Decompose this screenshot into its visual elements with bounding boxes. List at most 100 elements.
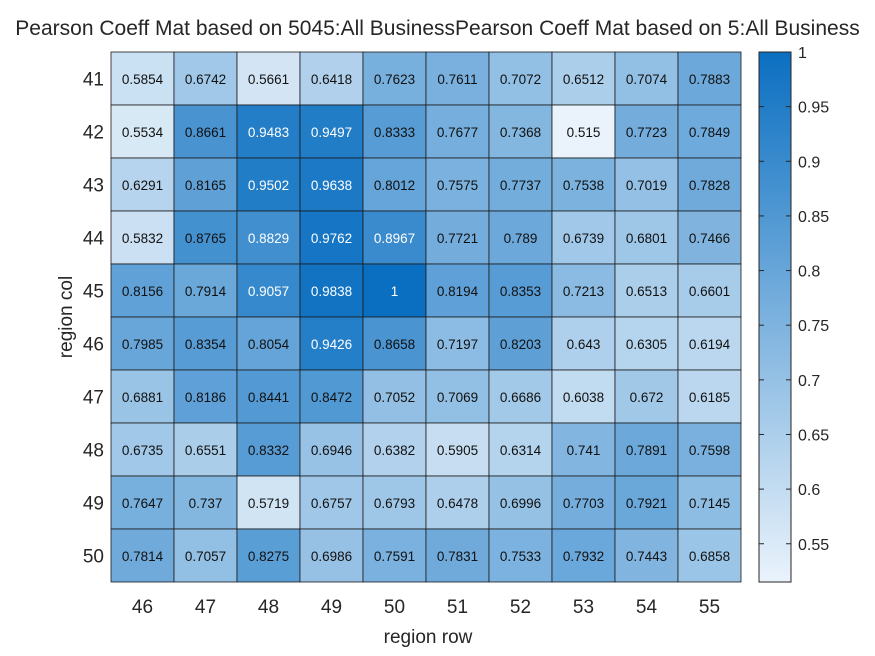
- cell-value-label: 0.5905: [437, 443, 478, 458]
- x-tick-label: 51: [447, 597, 468, 618]
- heatmap-cell: [362, 369, 427, 424]
- heatmap-cell: [425, 316, 490, 371]
- heatmap-cell: [488, 528, 553, 583]
- heatmap-cell: [488, 369, 553, 424]
- cell-value-label: 0.5534: [122, 125, 164, 140]
- heatmap-cell: [173, 528, 238, 583]
- x-axis-ticks: 46 47 48 49 50 51 52 53 54 55: [132, 597, 720, 618]
- cell-value-label: 0.7145: [689, 496, 730, 511]
- heatmap-cell: [488, 51, 553, 106]
- heatmap-cell: [551, 316, 616, 371]
- cell-value-label: 0.8829: [248, 231, 289, 246]
- cell-value-label: 0.741: [567, 443, 601, 458]
- cell-value-label: 0.9838: [311, 284, 352, 299]
- cell-value-label: 0.6314: [500, 443, 542, 458]
- heatmap-cells: 0.5854 0.6742 0.5661 0.6418 0.7623 0.7611 0.70…: [110, 51, 742, 583]
- y-tick-label: 43: [83, 176, 104, 197]
- cell-value-label: 0.8012: [374, 178, 415, 193]
- heatmap-cell: [362, 51, 427, 106]
- cell-value-label: 0.7072: [500, 72, 541, 87]
- cell-value-label: 0.7891: [626, 443, 667, 458]
- colorbar-tick-label: 0.9: [798, 154, 820, 171]
- cell-value-label: 0.9502: [248, 178, 289, 193]
- cell-value-label: 0.6418: [311, 72, 352, 87]
- cell-value-label: 0.8194: [437, 284, 479, 299]
- cell-value-label: 0.6291: [122, 178, 163, 193]
- x-tick-label: 50: [384, 597, 405, 618]
- cell-value-label: 0.6881: [122, 390, 163, 405]
- heatmap-cell: [299, 210, 364, 265]
- cell-value-label: 0.9057: [248, 284, 289, 299]
- heatmap-cell: [236, 369, 301, 424]
- heatmap-cell: [551, 422, 616, 477]
- heatmap-cell: [488, 157, 553, 212]
- heatmap-cell: [236, 422, 301, 477]
- heatmap-cell: [236, 210, 301, 265]
- cell-value-label: 0.9762: [311, 231, 352, 246]
- cell-value-label: 0.7737: [500, 178, 541, 193]
- cell-value-label: 0.9483: [248, 125, 289, 140]
- cell-value-label: 0.6793: [374, 496, 415, 511]
- heatmap-cell: [551, 51, 616, 106]
- x-tick-label: 47: [195, 597, 216, 618]
- cell-value-label: 0.7677: [437, 125, 478, 140]
- heatmap-cell: [173, 210, 238, 265]
- x-tick-label: 54: [636, 597, 658, 618]
- cell-value-label: 0.9497: [311, 125, 352, 140]
- heatmap-cell: [362, 104, 427, 159]
- cell-value-label: 0.6194: [689, 337, 731, 352]
- cell-value-label: 0.6551: [185, 443, 226, 458]
- heatmap-cell: [362, 316, 427, 371]
- heatmap-cell: [677, 210, 742, 265]
- y-tick-label: 47: [83, 388, 104, 409]
- heatmap-cell: [362, 210, 427, 265]
- cell-value-label: 0.8354: [185, 337, 227, 352]
- y-tick-label: 49: [83, 494, 104, 515]
- cell-value-label: 0.6757: [311, 496, 352, 511]
- cell-value-label: 0.7575: [437, 178, 478, 193]
- y-tick-label: 44: [83, 229, 105, 250]
- colorbar-tick-label: 0.95: [798, 100, 829, 117]
- heatmap-cell: [677, 316, 742, 371]
- colorbar: [758, 51, 792, 583]
- cell-value-label: 0.8967: [374, 231, 415, 246]
- cell-value-label: 0.7591: [374, 549, 415, 564]
- x-tick-label: 46: [132, 597, 153, 618]
- heatmap-cell: [488, 422, 553, 477]
- cell-value-label: 0.8165: [185, 178, 226, 193]
- cell-value-label: 0.789: [504, 231, 538, 246]
- cell-value-label: 0.7074: [626, 72, 668, 87]
- x-tick-label: 52: [510, 597, 531, 618]
- heatmap-cell: [551, 104, 616, 159]
- cell-value-label: 0.7723: [626, 125, 667, 140]
- cell-value-label: 0.8186: [185, 390, 226, 405]
- heatmap-cell: [614, 104, 679, 159]
- cell-value-label: 0.737: [189, 496, 223, 511]
- cell-value-label: 0.5661: [248, 72, 289, 87]
- heatmap-cell: [362, 422, 427, 477]
- heatmap-cell: [299, 104, 364, 159]
- heatmap-cell: [677, 475, 742, 530]
- heatmap-cell: [110, 316, 175, 371]
- heatmap-cell: [425, 263, 490, 318]
- colorbar-tick-label: 0.75: [798, 318, 829, 335]
- heatmap-cell: [551, 157, 616, 212]
- x-tick-label: 49: [321, 597, 342, 618]
- cell-value-label: 0.7828: [689, 178, 730, 193]
- heatmap-cell: [173, 369, 238, 424]
- cell-value-label: 0.5832: [122, 231, 163, 246]
- heatmap-cell: [173, 263, 238, 318]
- heatmap-cell: [614, 210, 679, 265]
- cell-value-label: 0.9426: [311, 337, 352, 352]
- cell-value-label: 0.7533: [500, 549, 541, 564]
- cell-value-label: 0.7647: [122, 496, 163, 511]
- colorbar-tick-label: 0.55: [798, 537, 829, 554]
- y-axis-label: region col: [56, 276, 77, 358]
- heatmap-cell: [299, 157, 364, 212]
- heatmap-cell: [614, 369, 679, 424]
- cell-value-label: 0.7914: [185, 284, 227, 299]
- heatmap-cell: [236, 104, 301, 159]
- heatmap-cell: [677, 263, 742, 318]
- cell-value-label: 0.7721: [437, 231, 478, 246]
- y-tick-label: 42: [83, 123, 104, 144]
